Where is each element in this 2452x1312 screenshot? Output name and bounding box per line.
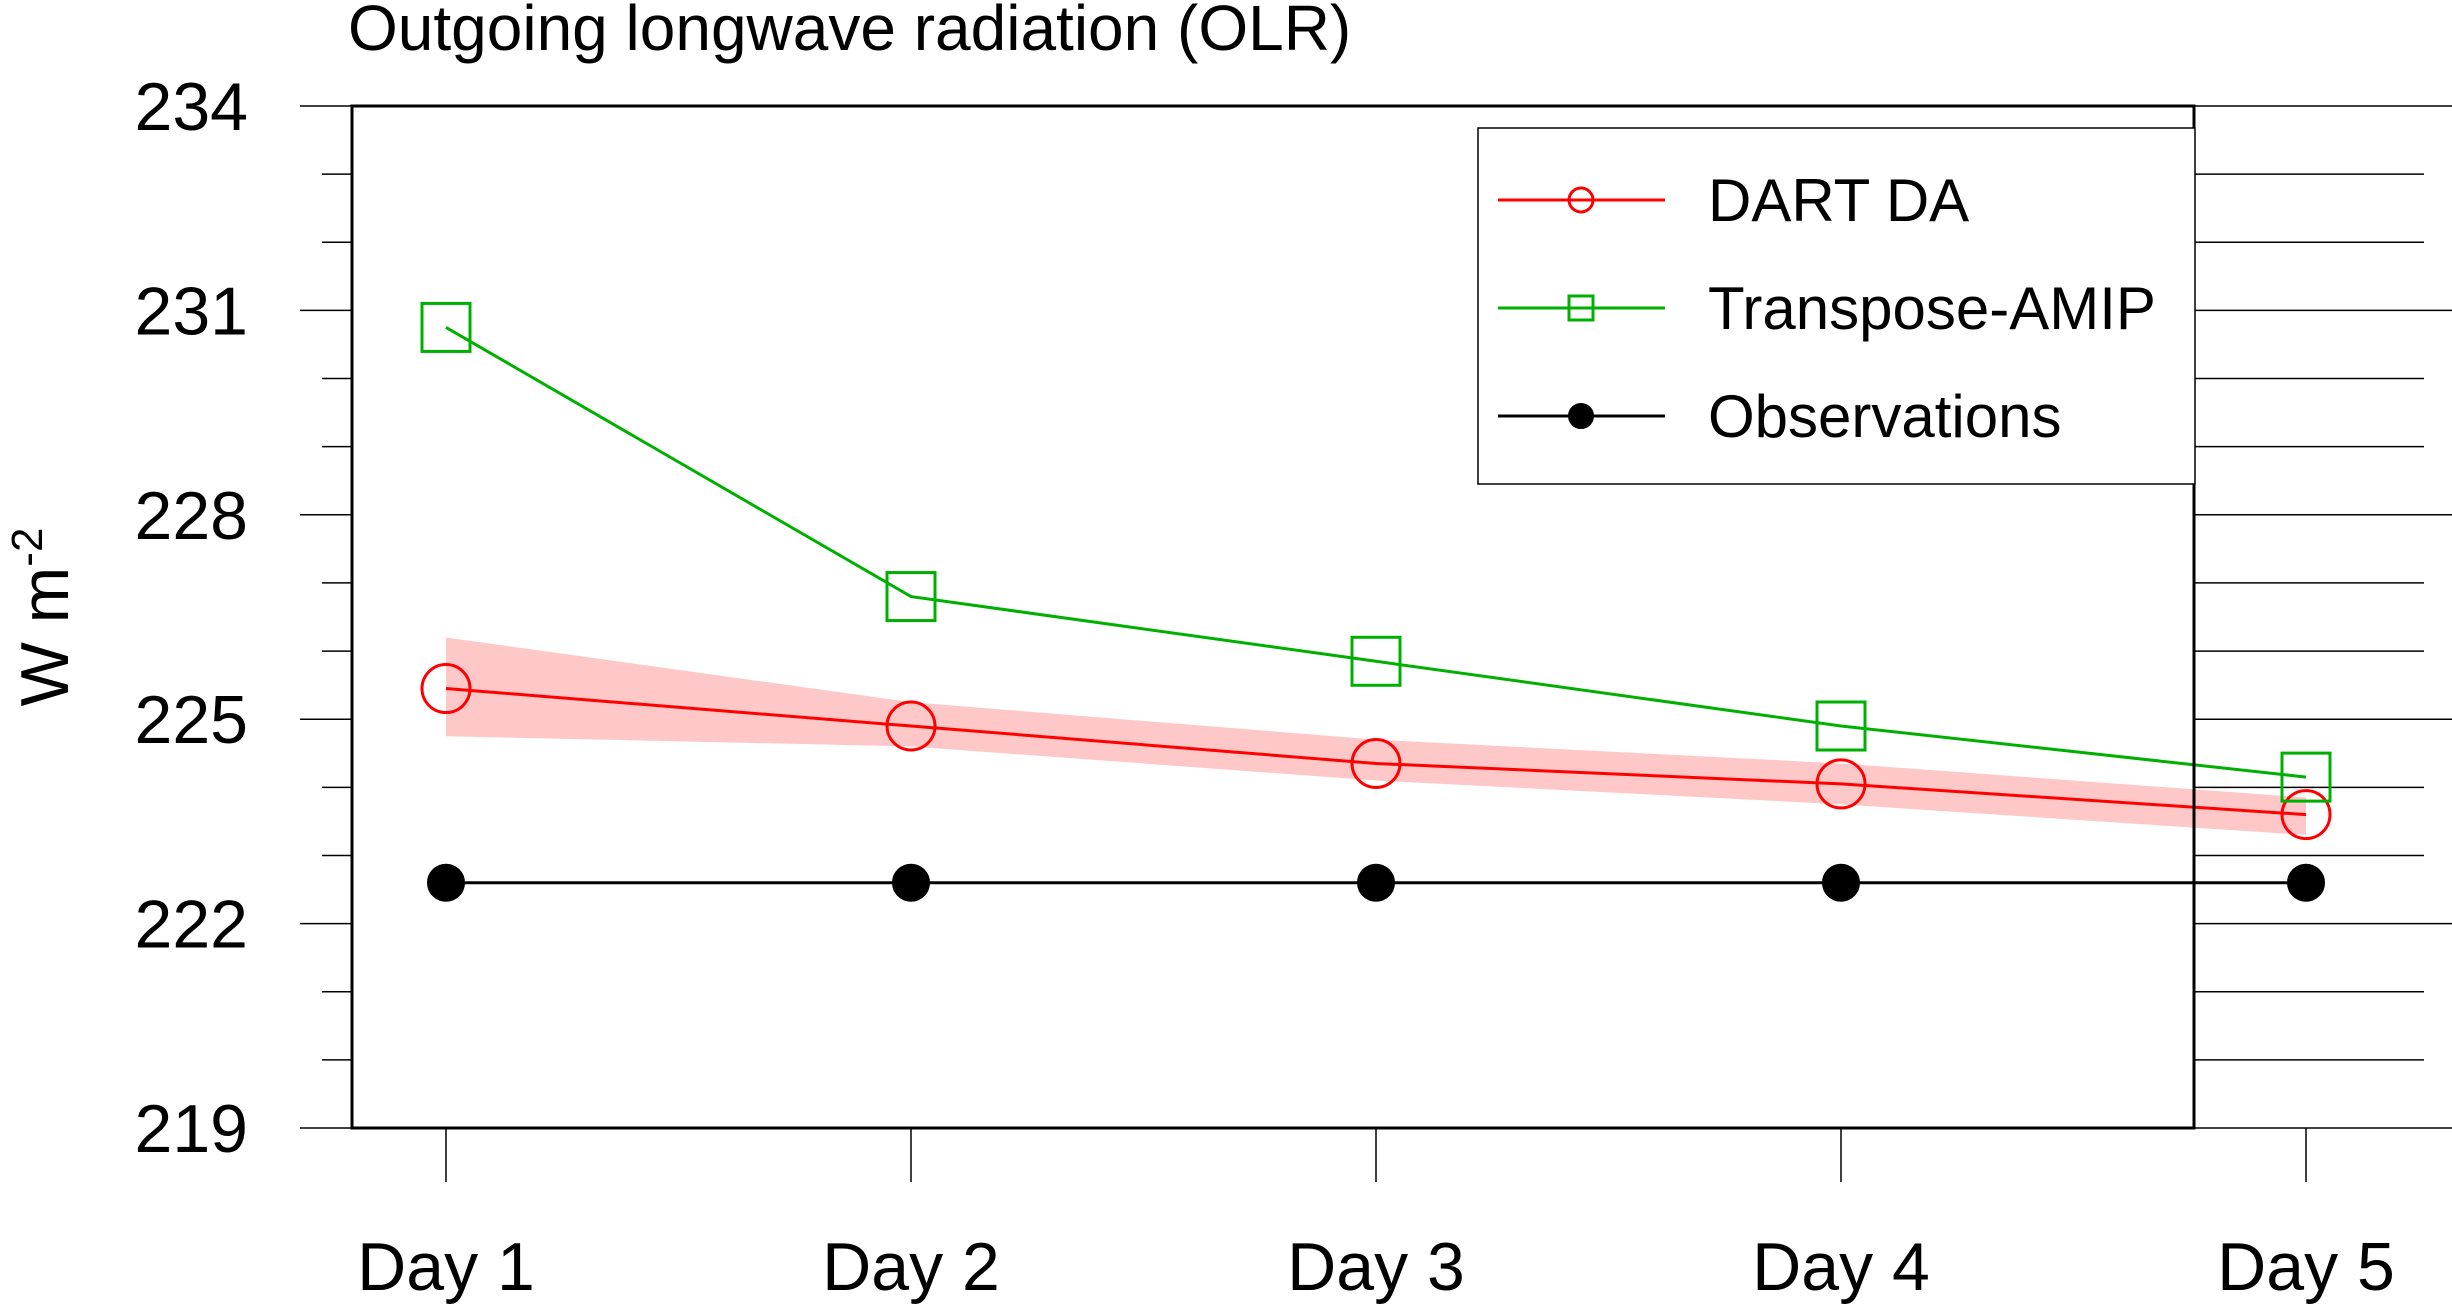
legend-box — [1477, 127, 2196, 485]
dart-da-point — [1815, 758, 1867, 810]
legend-label-observations: Observations — [1708, 383, 2062, 450]
x-tick-label: Day 5 — [2217, 1229, 2395, 1305]
x-tick-label: Day 2 — [822, 1229, 1000, 1305]
y-axis-label: W m-2 — [3, 528, 83, 707]
y-tick-label: 225 — [135, 682, 248, 758]
transpose-amip-line — [445, 326, 2307, 779]
y-tick-label: 219 — [135, 1091, 248, 1167]
axis-ticks: 219 222 225 228 231 234 Day 1 Day 2 Day 3 Day 4 Da… — [135, 69, 2452, 1305]
y-axis-label-main: W m — [7, 567, 83, 707]
x-tick-label: Day 3 — [1287, 1229, 1465, 1305]
observations-point — [1357, 863, 1395, 902]
dart-da-line — [445, 687, 2307, 817]
legend-marker-observations — [1568, 403, 1594, 429]
transpose-amip-point — [885, 571, 937, 623]
y-tick-label: 222 — [135, 887, 248, 963]
observations-point — [427, 863, 465, 902]
legend-label-dart-da: DART DA — [1708, 167, 1969, 234]
transpose-amip-point — [1350, 635, 1402, 687]
uncertainty-band — [446, 637, 2306, 836]
legend: DART DA Transpose-AMIP Observations — [1477, 127, 2196, 485]
y-tick-label: 231 — [135, 273, 248, 349]
observations-point — [892, 863, 930, 902]
transpose-amip-point — [420, 301, 472, 353]
dart-da-point — [1350, 737, 1402, 789]
x-tick-label: Day 1 — [357, 1229, 535, 1305]
y-tick-label: 234 — [135, 69, 248, 145]
dart-da-point — [2280, 789, 2332, 841]
dart-da-point — [420, 663, 472, 715]
legend-label-transpose-amip: Transpose-AMIP — [1708, 275, 2156, 342]
plot-frame — [350, 104, 2196, 1130]
legend-marker-transpose-amip — [1567, 294, 1595, 322]
dart-da-point — [885, 700, 937, 752]
svg-text:W m-2: W m-2 — [3, 528, 83, 707]
x-tick-label: Day 4 — [1752, 1229, 1930, 1305]
legend-marker-dart-da — [1567, 186, 1595, 214]
observations-point — [2287, 863, 2325, 902]
y-axis-label-superscript: -2 — [3, 528, 52, 567]
y-tick-label: 228 — [135, 478, 248, 554]
transpose-amip-point — [1815, 700, 1867, 752]
observations-point — [1822, 863, 1860, 902]
dart-da-spread-band — [446, 637, 2306, 836]
series-layer — [420, 301, 2332, 902]
chart-title: Outgoing longwave radiation (OLR) — [348, 0, 1351, 64]
transpose-amip-point — [2280, 751, 2332, 803]
